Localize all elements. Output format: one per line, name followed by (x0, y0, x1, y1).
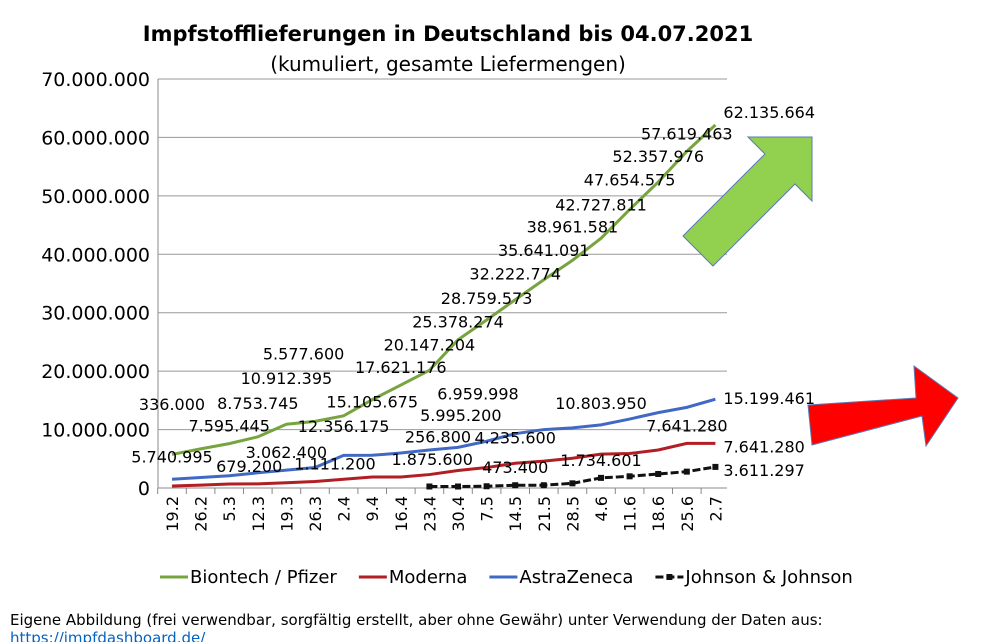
data-label: 1.111.200 (294, 455, 375, 474)
x-tick-label: 5.3 (220, 496, 239, 521)
data-label: 5.995.200 (420, 406, 501, 425)
x-tick-label: 26.2 (192, 496, 211, 532)
data-label: 38.961.581 (527, 217, 619, 236)
legend-item: Biontech / Pfizer (160, 567, 337, 588)
data-point (626, 473, 633, 480)
source-link[interactable]: https://impfdashboard.de/ (10, 629, 206, 642)
y-tick-label: 20.000.000 (41, 361, 150, 383)
y-tick-label: 60.000.000 (41, 127, 150, 149)
data-label: 10.912.395 (241, 369, 333, 388)
data-label: 25.378.274 (412, 313, 504, 332)
data-label: 1.734.601 (560, 451, 641, 470)
legend-label: Moderna (389, 567, 468, 588)
legend-label: Johnson & Johnson (684, 567, 852, 588)
up-trend-arrow-icon (682, 136, 813, 267)
y-tick-label: 70.000.000 (41, 69, 150, 91)
x-tick-label: 19.3 (277, 496, 296, 532)
x-tick-label: 11.6 (621, 496, 640, 532)
data-label: 15.105.675 (326, 393, 418, 412)
right-trend-arrow-icon (807, 364, 959, 448)
data-label: 473.400 (482, 458, 548, 477)
data-label: 4.235.600 (474, 428, 555, 447)
data-label: 15.199.461 (723, 389, 815, 408)
data-point (569, 480, 576, 487)
legend-label: Biontech / Pfizer (190, 567, 337, 588)
data-label: 28.759.573 (441, 289, 533, 308)
data-label: 32.222.774 (469, 265, 561, 284)
data-label: 7.641.280 (723, 437, 804, 456)
data-label: 42.727.811 (555, 195, 647, 214)
series-line-1 (171, 441, 716, 488)
footer-text: Eigene Abbildung (frei verwendbar, sorgf… (10, 611, 823, 629)
data-label: 5.740.995 (131, 447, 212, 466)
data-label: 47.654.575 (584, 171, 676, 190)
data-label: 17.621.176 (355, 358, 447, 377)
legend-item: Moderna (358, 567, 468, 588)
x-tick-label: 12.3 (249, 496, 268, 532)
chart-subtitle: (kumuliert, gesamte Liefermengen) (270, 52, 626, 76)
x-tick-label: 23.4 (420, 496, 439, 532)
x-tick-label: 19.2 (163, 496, 182, 532)
data-label: 679.200 (216, 457, 282, 476)
x-tick-label: 26.3 (306, 496, 325, 532)
data-label: 1.875.600 (391, 450, 472, 469)
data-label: 35.641.091 (498, 241, 590, 260)
legend-item: Johnson & Johnson (655, 567, 853, 588)
line-chart: 0 10.000.000 20.000.000 30.000.000 40.000.00… (41, 69, 959, 588)
x-tick-label: 21.5 (535, 496, 554, 532)
x-tick-label: 30.4 (449, 496, 468, 532)
data-point (655, 470, 662, 477)
y-tick-label: 40.000.000 (41, 244, 150, 266)
data-point (540, 482, 547, 489)
data-point (455, 483, 461, 490)
data-label: 62.135.664 (723, 103, 815, 122)
series-line-2 (171, 397, 716, 481)
data-label: 12.356.175 (298, 417, 390, 436)
data-point (512, 482, 519, 489)
data-point (598, 474, 604, 481)
data-label: 7.641.280 (646, 416, 727, 435)
data-point (712, 463, 719, 470)
x-tick-label: 14.5 (506, 496, 525, 532)
x-tick-label: 9.4 (363, 496, 382, 521)
x-tick-label: 25.6 (678, 496, 697, 532)
footer-note: Eigene Abbildung (frei verwendbar, sorgf… (10, 611, 983, 642)
data-label: 336.000 (139, 395, 205, 414)
data-label: 57.619.463 (641, 124, 733, 143)
data-point (483, 483, 490, 490)
data-label: 3.062.400 (246, 443, 327, 462)
data-label: 20.147.204 (384, 335, 476, 354)
y-tick-label: 10.000.000 (41, 420, 150, 442)
data-label: 52.357.976 (612, 147, 704, 166)
y-tick-label: 50.000.000 (41, 186, 150, 208)
x-tick-label: 16.4 (392, 496, 411, 532)
x-tick-label: 7.5 (478, 496, 497, 521)
x-tick-label: 2.7 (706, 496, 725, 521)
x-tick-label: 28.5 (563, 496, 582, 532)
data-label: 8.753.745 (217, 394, 298, 413)
data-point (426, 483, 433, 490)
data-label: 10.803.950 (555, 394, 647, 413)
data-point (683, 468, 690, 475)
legend-item: AstraZeneca (489, 567, 633, 588)
y-tick-label: 0 (138, 478, 150, 500)
x-tick-label: 4.6 (592, 496, 611, 521)
x-tick-label: 2.4 (335, 496, 354, 521)
y-tick-label: 30.000.000 (41, 303, 150, 325)
x-tick-label: 18.6 (649, 496, 668, 532)
chart-title: Impfstofflieferungen in Deutschland bis … (142, 22, 754, 46)
data-label: 7.595.445 (188, 417, 269, 436)
series-line-0 (171, 123, 717, 456)
legend-label: AstraZeneca (519, 567, 633, 588)
data-label: 256.800 (405, 427, 471, 446)
data-label: 6.959.998 (437, 384, 518, 403)
data-label: 5.577.600 (263, 344, 344, 363)
data-label: 3.611.297 (723, 461, 804, 480)
